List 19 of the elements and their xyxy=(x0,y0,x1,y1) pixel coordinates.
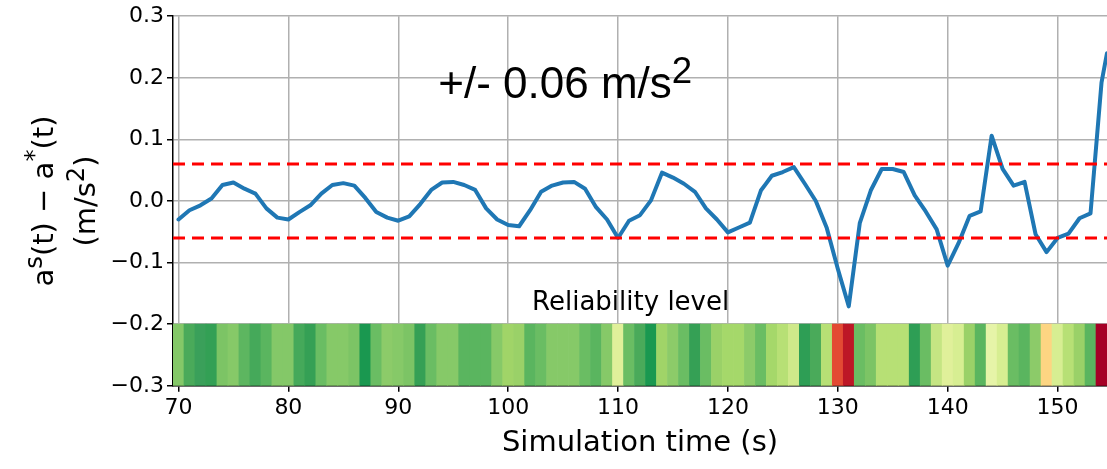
x-tick-label: 150 xyxy=(1036,393,1079,419)
x-tick-label: 90 xyxy=(384,393,413,419)
y-tick-label: 0.3 xyxy=(129,1,164,27)
y-tick-label: −0.1 xyxy=(110,248,164,274)
x-tick-label: 70 xyxy=(164,393,193,419)
x-tick-label: 140 xyxy=(926,393,969,419)
x-tick-label: 110 xyxy=(597,393,640,419)
y-tick-label: −0.3 xyxy=(110,371,164,397)
y-tick-label: 0.2 xyxy=(129,63,164,89)
x-tick-label: 130 xyxy=(816,393,859,419)
annotation: +/- 0.06 m/s$^{2}$ xyxy=(438,49,693,109)
annotation: Reliability level xyxy=(532,285,730,316)
x-tick-label: 120 xyxy=(706,393,749,419)
x-tick-label: 100 xyxy=(487,393,530,419)
y-tick-label: 0.1 xyxy=(129,125,164,151)
x-tick-label: 80 xyxy=(274,393,303,419)
y-tick-label: 0.0 xyxy=(129,186,164,212)
x-axis-title: Simulation time (s) xyxy=(501,424,779,459)
y-tick-label: −0.2 xyxy=(110,309,164,335)
